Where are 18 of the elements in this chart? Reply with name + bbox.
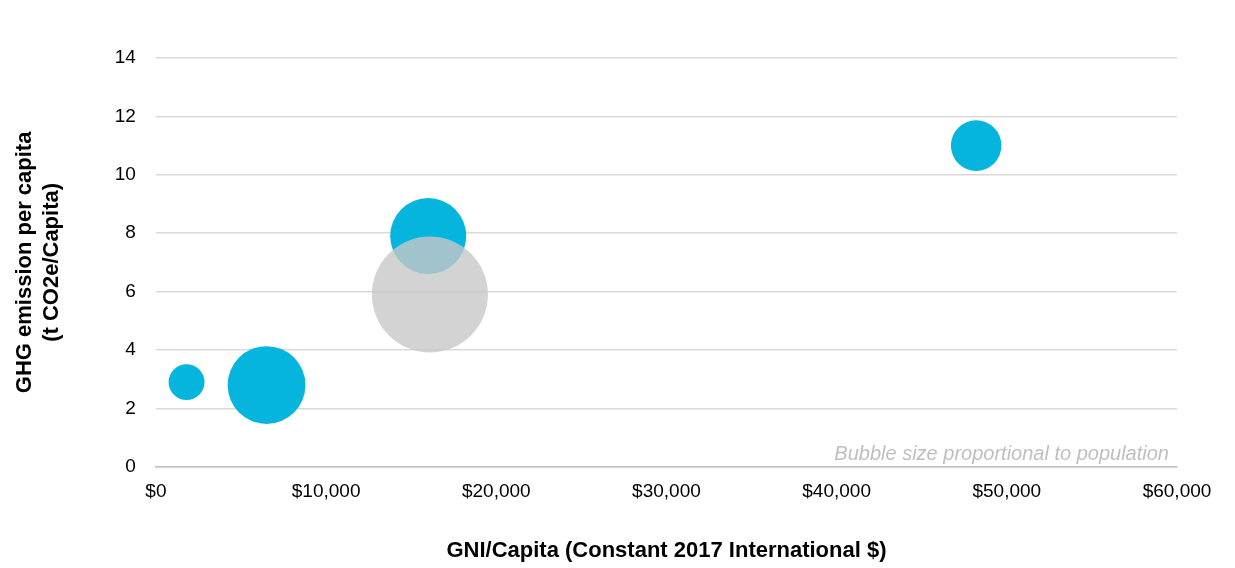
y-axis-title: GHG emission per capita (t CO2e/Capita): [11, 130, 63, 394]
y-tick-label: 2: [125, 396, 136, 418]
annotation: Bubble size proportional to population: [834, 442, 1169, 465]
x-axis-title: GNI/Capita (Constant 2017 International $): [446, 536, 887, 562]
x-tick-label: $10,000: [291, 480, 361, 502]
x-tick-label: $40,000: [802, 480, 871, 502]
y-tick-label: 0: [125, 455, 136, 477]
x-tick-label: $50,000: [972, 480, 1042, 502]
x-tick-label: $60,000: [1142, 480, 1212, 502]
y-tick-label: 14: [114, 46, 137, 68]
x-tick-label: $0: [145, 480, 167, 502]
x-tick-label: $20,000: [461, 480, 531, 502]
y-tick-label: 6: [125, 279, 136, 301]
y-tick-label: 8: [125, 221, 136, 243]
y-tick-label: 12: [114, 104, 136, 126]
y-tick-label: 10: [114, 163, 136, 185]
x-tick-label: $30,000: [632, 480, 701, 502]
y-tick-label: 4: [125, 338, 137, 360]
